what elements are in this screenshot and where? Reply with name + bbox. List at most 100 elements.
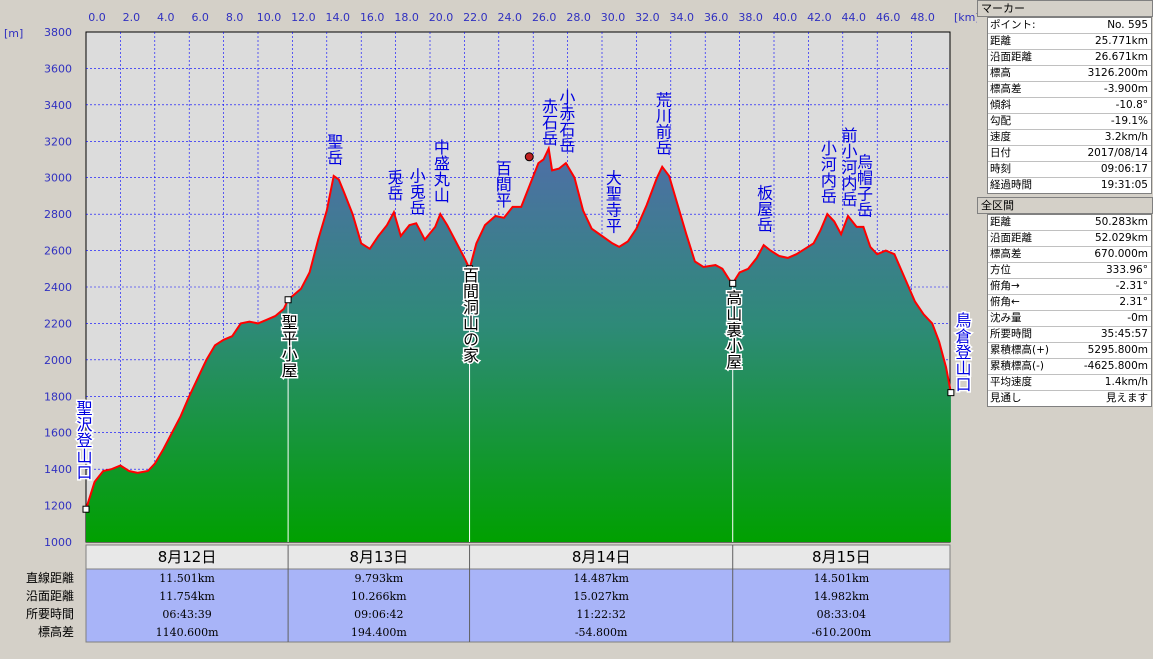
info-panel: マーカー ポイント: No. 595 距離 25.771km 沿面距離 26.671km 標… — [977, 0, 1153, 659]
marker-label: 標高差 — [990, 83, 1022, 95]
total-panel: 距離 50.283km 沿面距離 52.029km 標高差 670.000m 方位 333.9… — [987, 214, 1152, 407]
y-tick-label: 2200 — [44, 317, 72, 330]
day-value: 9.793km — [355, 572, 404, 585]
total-row: 俯角→ -2.31° — [988, 279, 1151, 295]
hut-marker — [729, 279, 737, 287]
total-value: -0m — [1127, 312, 1148, 324]
total-value: 2.31° — [1119, 296, 1148, 308]
day-value: 194.400m — [351, 626, 407, 639]
peak-label: 兎岳 — [384, 169, 403, 201]
y-tick-label: 3800 — [44, 26, 72, 39]
peak-label: 百間平 — [493, 160, 512, 208]
x-tick-label: 36.0 — [704, 11, 729, 24]
y-tick-label: 2800 — [44, 208, 72, 221]
day-date: 8月15日 — [812, 548, 871, 566]
elevation-area — [86, 148, 951, 542]
peak-label: 聖岳 — [324, 133, 343, 165]
total-label: 俯角→ — [990, 280, 1020, 292]
peak-label: 烏帽子岳 — [854, 154, 873, 218]
x-unit-label: [km] — [954, 11, 977, 24]
total-label: 俯角← — [990, 296, 1020, 308]
total-value: 5295.800m — [1087, 344, 1148, 356]
day-value: 06:43:39 — [162, 608, 211, 621]
x-tick-label: 2.0 — [123, 11, 141, 24]
x-tick-label: 12.0 — [291, 11, 316, 24]
total-row: 所要時間 35:45:57 — [988, 327, 1151, 343]
day-row-label: 沿面距離 — [26, 589, 74, 603]
marker-value: -10.8° — [1115, 99, 1148, 111]
total-row: 見通し 見えます — [988, 391, 1151, 406]
endpoint-marker — [947, 389, 955, 397]
day-value: 08:33:04 — [817, 608, 866, 621]
day-value: 15.027km — [573, 590, 629, 603]
position-marker[interactable] — [524, 152, 534, 162]
day-value: 11:22:32 — [576, 608, 625, 621]
day-value: 11.501km — [159, 572, 215, 585]
peak-label: 大聖寺平 — [603, 169, 622, 233]
marker-label: 速度 — [990, 131, 1011, 143]
total-label: 累積標高(-) — [990, 360, 1044, 372]
day-value: -54.800m — [575, 626, 628, 639]
x-tick-label: 24.0 — [498, 11, 523, 24]
x-tick-label: 14.0 — [326, 11, 351, 24]
total-value: -4625.800m — [1083, 360, 1148, 372]
y-tick-label: 1400 — [44, 463, 72, 476]
total-row: 方位 333.96° — [988, 263, 1151, 279]
hut-label: 百間洞山の家 — [460, 267, 479, 363]
total-label: 沿面距離 — [990, 232, 1032, 244]
x-tick-label: 6.0 — [191, 11, 209, 24]
current-position-dot[interactable] — [524, 152, 534, 162]
total-value: 見えます — [1106, 392, 1148, 404]
day-value: -610.200m — [812, 626, 872, 639]
y-tick-label: 2000 — [44, 354, 72, 367]
x-tick-label: 10.0 — [257, 11, 282, 24]
x-tick-label: 20.0 — [429, 11, 454, 24]
marker-value: -3.900m — [1103, 83, 1148, 95]
marker-row: 速度 3.2km/h — [988, 130, 1151, 146]
marker-row: 標高差 -3.900m — [988, 82, 1151, 98]
day-value: 10.266km — [351, 590, 407, 603]
x-tick-label: 22.0 — [463, 11, 488, 24]
peak-label: 中盛丸山 — [431, 139, 450, 203]
total-label: 沈み量 — [990, 312, 1022, 324]
total-panel-title: 全区間 — [977, 197, 1153, 214]
marker-label: 標高 — [990, 67, 1011, 79]
peak-label: 小河内岳 — [818, 140, 837, 204]
marker-row: 沿面距離 26.671km — [988, 50, 1151, 66]
total-row: 距離 50.283km — [988, 215, 1151, 231]
total-value: -2.31° — [1115, 280, 1148, 292]
x-axis-ticks: 0.0 2.0 4.0 6.0 8.0 10.0 12.0 14.0 16.0 18.0 20.0 2… — [88, 11, 935, 24]
marker-row: 標高 3126.200m — [988, 66, 1151, 82]
marker-value: 26.671km — [1094, 51, 1148, 63]
total-label: 所要時間 — [990, 328, 1032, 340]
x-tick-label: 32.0 — [635, 11, 660, 24]
day-value: 09:06:42 — [354, 608, 403, 621]
hut-marker — [466, 265, 474, 273]
y-tick-label: 3600 — [44, 62, 72, 75]
total-row: 累積標高(-) -4625.800m — [988, 359, 1151, 375]
day-row-label: 標高差 — [38, 624, 74, 639]
marker-row: 距離 25.771km — [988, 34, 1151, 50]
total-label: 距離 — [990, 216, 1011, 228]
day-value: 1140.600m — [156, 626, 219, 639]
day-value: 14.487km — [573, 572, 629, 585]
day-date: 8月14日 — [572, 548, 631, 566]
total-row: 累積標高(+) 5295.800m — [988, 343, 1151, 359]
day-value: 14.982km — [814, 590, 870, 603]
total-row: 沈み量 -0m — [988, 311, 1151, 327]
day-row-label: 所要時間 — [26, 607, 74, 621]
marker-row: 勾配 -19.1% — [988, 114, 1151, 130]
y-axis-ticks: 3800 3600 3400 3200 3000 2800 2600 2400 2200 2000… — [44, 26, 72, 549]
day-date: 8月13日 — [350, 548, 409, 566]
day-date: 8月12日 — [158, 548, 217, 566]
marker-label: 時刻 — [990, 163, 1011, 175]
marker-label: ポイント: — [990, 19, 1036, 31]
x-tick-label: 44.0 — [842, 11, 867, 24]
day-values-row — [85, 568, 951, 643]
endpoint-label: 聖沢登山口 — [74, 400, 93, 480]
marker-value: 3126.200m — [1087, 67, 1148, 79]
marker-value: 25.771km — [1094, 35, 1148, 47]
